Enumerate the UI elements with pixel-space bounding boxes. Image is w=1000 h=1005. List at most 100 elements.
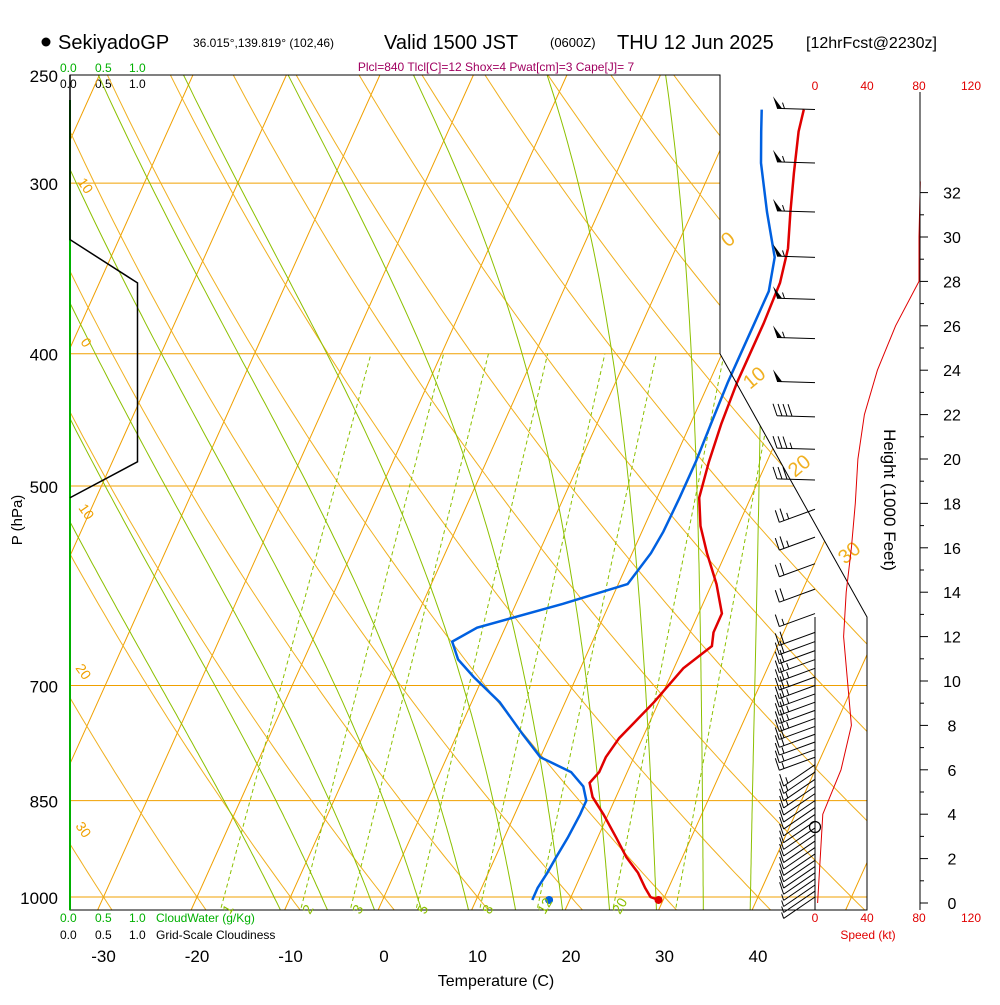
height-tick-label: 20 bbox=[943, 452, 961, 469]
wind-barb bbox=[773, 436, 815, 449]
pressure-tick-label: 1000 bbox=[20, 889, 58, 908]
pressure-tick-label: 400 bbox=[30, 346, 58, 365]
height-tick-label: 22 bbox=[943, 408, 961, 425]
cloudiness-bottom-0: 0.0 bbox=[60, 928, 77, 942]
height-tick-label: 12 bbox=[943, 630, 961, 647]
mixing-ratio-line bbox=[299, 354, 443, 915]
temperature-tick-label: -30 bbox=[91, 947, 116, 966]
height-tick-label: 6 bbox=[948, 763, 957, 780]
forecast-label: [12hrFcst@2230z] bbox=[806, 35, 937, 52]
wind-barb bbox=[775, 614, 815, 627]
height-tick-label: 4 bbox=[948, 807, 957, 824]
height-tick-label: 28 bbox=[943, 274, 961, 291]
isotherm-label: 10 bbox=[75, 175, 97, 197]
temperature-profile bbox=[590, 110, 804, 900]
cloudiness-label: Grid-Scale Cloudiness bbox=[156, 928, 275, 942]
isotherm-line bbox=[4, 75, 380, 910]
speed-tick-label-top: 120 bbox=[961, 79, 981, 93]
wind-barb bbox=[775, 588, 815, 602]
isotherm-line bbox=[752, 75, 1000, 910]
wind-barb bbox=[782, 897, 815, 918]
temperature-tick-label: 20 bbox=[562, 947, 581, 966]
speed-tick-label-top: 80 bbox=[912, 79, 926, 93]
cloudwater-bottom-0: 0.0 bbox=[60, 911, 77, 925]
moist-adiabat-line bbox=[172, 51, 517, 915]
speed-tick-label-bottom: 0 bbox=[812, 911, 819, 925]
isotherm-line bbox=[191, 75, 567, 910]
height-tick-label: 18 bbox=[943, 496, 961, 513]
skewt-grid bbox=[0, 51, 1000, 921]
isotherm-line bbox=[98, 75, 474, 910]
height-tick-label: 30 bbox=[943, 230, 961, 247]
wind-barb bbox=[775, 734, 815, 748]
height-tick-label: 2 bbox=[948, 852, 957, 869]
plot-frame bbox=[70, 75, 867, 910]
temperature-tick-label: 10 bbox=[468, 947, 487, 966]
wind-barb bbox=[773, 326, 815, 339]
wind-barb bbox=[775, 742, 815, 755]
cloudiness-top-2: 1.0 bbox=[129, 77, 146, 91]
temperature-tick-label: -10 bbox=[278, 947, 303, 966]
wind-barb bbox=[773, 199, 815, 212]
moist-adiabat-line bbox=[662, 51, 703, 915]
dry-adiabat-line bbox=[905, 51, 1000, 921]
station-dot-icon bbox=[42, 38, 51, 47]
dry-adiabat-line bbox=[0, 51, 24, 921]
speed-tick-label-bottom: 40 bbox=[860, 911, 874, 925]
wind-barb bbox=[782, 885, 815, 906]
surface-temperature-dot bbox=[654, 896, 662, 904]
height-tick-label: 8 bbox=[948, 718, 957, 735]
pressure-tick-label: 850 bbox=[30, 793, 58, 812]
speed-tick-label-bottom: 120 bbox=[961, 911, 981, 925]
cloudiness-bottom-1: 0.5 bbox=[95, 928, 112, 942]
wind-barbs bbox=[773, 96, 815, 918]
station-name: SekiyadoGP bbox=[58, 32, 169, 54]
cloudwater-label: CloudWater (g/Kg) bbox=[156, 911, 255, 925]
isotherm-label: 10 bbox=[76, 501, 98, 523]
cloudwater-top-2: 1.0 bbox=[129, 61, 146, 75]
isotherm-line bbox=[846, 75, 1000, 910]
speed-tick-label-top: 40 bbox=[860, 79, 874, 93]
dry-adiabat-line bbox=[967, 51, 1000, 921]
pressure-tick-label: 300 bbox=[30, 175, 58, 194]
wind-barb bbox=[773, 404, 815, 417]
moist-adiabat-line bbox=[750, 51, 762, 915]
valid-date: THU 12 Jun 2025 bbox=[617, 32, 774, 54]
cloudwater-bottom-2: 1.0 bbox=[129, 911, 146, 925]
mixing-ratio-label: 8 bbox=[479, 902, 497, 917]
cloudiness-bottom-2: 1.0 bbox=[129, 928, 146, 942]
mixing-ratio-label: 3 bbox=[349, 902, 367, 917]
moist-adiabat-line bbox=[88, 51, 470, 915]
wind-barb bbox=[775, 509, 815, 523]
height-axis-title: Height (1000 Feet) bbox=[880, 429, 899, 571]
cloudiness-profile bbox=[70, 75, 138, 498]
height-tick-label: 14 bbox=[943, 585, 961, 602]
cloudwater-bottom-1: 0.5 bbox=[95, 911, 112, 925]
moist-adiabat-line bbox=[402, 51, 610, 915]
temperature-tick-label: 30 bbox=[655, 947, 674, 966]
height-tick-label: 26 bbox=[943, 319, 961, 336]
cloudwater-top-0: 0.0 bbox=[60, 61, 77, 75]
valid-utc: (0600Z) bbox=[550, 35, 596, 50]
height-tick-label: 24 bbox=[943, 363, 961, 380]
valid-time: Valid 1500 JST bbox=[384, 32, 518, 54]
speed-tick-label-bottom: 80 bbox=[912, 911, 926, 925]
cloudwater-top-1: 0.5 bbox=[95, 61, 112, 75]
x-axis-title: Temperature (C) bbox=[438, 973, 554, 990]
height-tick-label: 0 bbox=[948, 896, 957, 913]
height-tick-label: 10 bbox=[943, 674, 961, 691]
wind-barb bbox=[773, 369, 815, 382]
wind-barb bbox=[773, 244, 815, 257]
pressure-tick-label: 700 bbox=[30, 678, 58, 697]
wind-barb bbox=[773, 96, 815, 109]
speed-axis-title: Speed (kt) bbox=[840, 928, 895, 942]
speed-profile bbox=[810, 182, 921, 904]
pressure-tick-label: 250 bbox=[30, 67, 58, 86]
mixing-ratio-label: 2 bbox=[299, 902, 317, 917]
isotherm-line bbox=[0, 75, 6, 910]
mixing-ratio-label: 20 bbox=[609, 895, 631, 917]
temperature-tick-label: -20 bbox=[185, 947, 210, 966]
chart-frame bbox=[70, 75, 867, 910]
